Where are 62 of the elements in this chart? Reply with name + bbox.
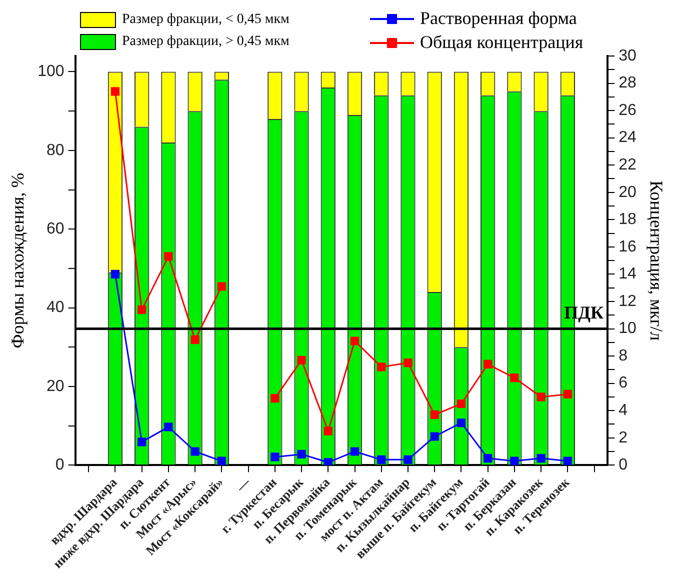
- point: [456, 418, 466, 428]
- point: [563, 390, 572, 398]
- point: [484, 454, 492, 463]
- legend-label: Размер фракции, < 0,45 мкм: [122, 12, 290, 28]
- y2-tick-label: 16: [618, 238, 636, 256]
- point: [350, 336, 360, 346]
- point: [270, 394, 280, 403]
- point: [430, 432, 439, 441]
- point: [164, 252, 173, 261]
- y-tick-label: 20: [46, 378, 64, 395]
- point: [217, 456, 226, 466]
- y-tick-label: 40: [46, 299, 64, 316]
- legend-label: Размер фракции, > 0,45 мкм: [122, 34, 290, 50]
- point: [138, 305, 146, 314]
- y2-tick-label: 30: [618, 47, 636, 64]
- point: [138, 438, 146, 446]
- point: [563, 456, 572, 466]
- point: [297, 450, 306, 459]
- y2-tick-label: 24: [618, 129, 636, 146]
- point: [110, 87, 120, 96]
- y2-tick-label: 14: [618, 266, 636, 283]
- y-tick-label: 0: [55, 456, 64, 474]
- point: [484, 360, 492, 368]
- point: [510, 374, 519, 382]
- point: [377, 455, 386, 464]
- y-tick-label: 80: [46, 142, 64, 159]
- point: [297, 356, 306, 364]
- point: [190, 335, 200, 344]
- point: [217, 282, 226, 291]
- point: [350, 447, 360, 456]
- point: [536, 454, 546, 463]
- point: [377, 362, 386, 372]
- point: [270, 452, 280, 462]
- y2-tick-label: 20: [618, 184, 636, 201]
- y2-tick-label: 18: [618, 211, 636, 228]
- y2-tick-label: 2: [618, 429, 628, 446]
- point: [404, 455, 412, 464]
- point: [456, 399, 466, 408]
- y2-tick-label: 8: [618, 347, 628, 364]
- y2-tick-label: 26: [618, 102, 636, 119]
- point: [404, 358, 412, 368]
- point: [324, 458, 332, 466]
- y2-tick-label: 28: [618, 74, 636, 92]
- point: [164, 422, 173, 432]
- y2-tick-label: 22: [618, 156, 636, 174]
- y2-tick-label: 12: [618, 292, 636, 310]
- point: [190, 447, 200, 456]
- point: [110, 270, 120, 278]
- y-tick-label: 60: [46, 220, 64, 238]
- y2-tick-label: 0: [618, 456, 628, 474]
- point: [430, 410, 439, 419]
- legend-label: Растворенная форма: [420, 8, 577, 29]
- y2-tick-label: 4: [618, 402, 628, 419]
- y2-tick-label: 6: [618, 374, 628, 392]
- point: [536, 392, 546, 402]
- y-tick-label: 100: [38, 63, 64, 80]
- y2-axis-title: Концентрация, мкг/л: [646, 180, 666, 341]
- y2-tick-label: 10: [618, 320, 636, 338]
- point: [324, 426, 332, 436]
- y-axis-title: Формы нахождения, %: [8, 172, 28, 348]
- legend-label: Общая концентрация: [420, 32, 584, 53]
- point: [510, 456, 519, 466]
